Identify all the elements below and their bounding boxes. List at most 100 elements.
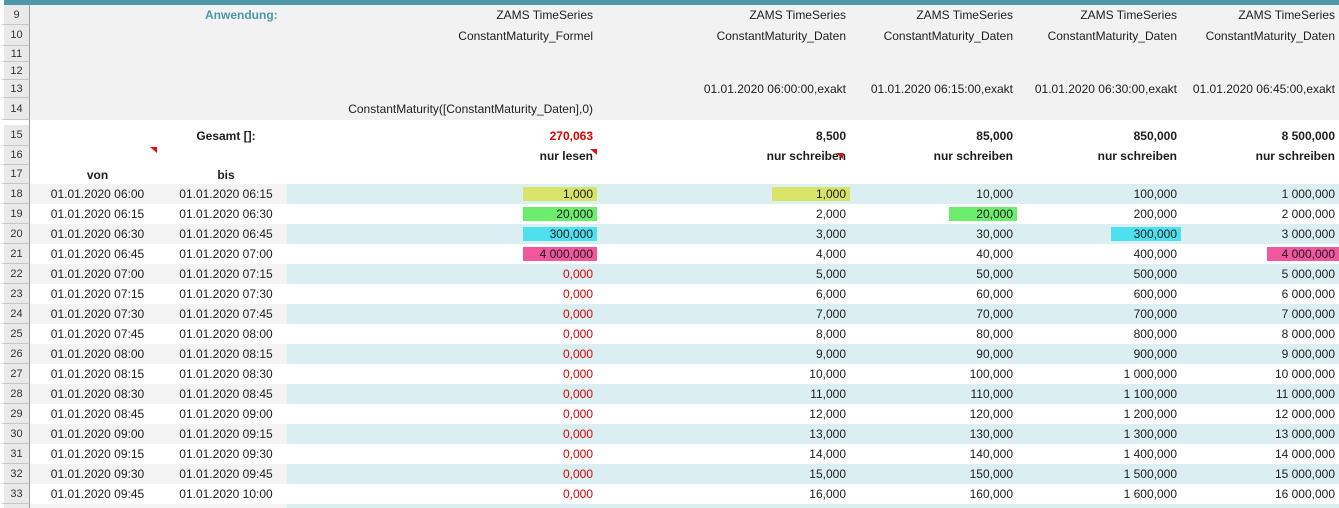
cell-empty[interactable] xyxy=(30,125,165,146)
row-number[interactable]: 33 xyxy=(0,484,30,504)
cell-empty[interactable] xyxy=(597,165,850,184)
cell-daten-0645[interactable]: 6 000,000 xyxy=(1181,284,1339,304)
cell-daten-0645[interactable]: 12 000,000 xyxy=(1181,404,1339,424)
cell-formel[interactable]: 1,000 xyxy=(287,184,597,204)
row-header-11[interactable]: 11 xyxy=(0,46,30,62)
cell-daten-0630[interactable]: 600,000 xyxy=(1017,284,1181,304)
cell-daten-0600[interactable]: 10,000 xyxy=(597,364,850,384)
cell-formel[interactable]: 0,000 xyxy=(287,284,597,304)
cell-empty[interactable] xyxy=(1017,98,1181,120)
cell-von[interactable]: 01.01.2020 06:00 xyxy=(30,184,165,204)
cell-empty[interactable] xyxy=(287,80,597,98)
cell-timestamp-d2[interactable]: 01.01.2020 06:15:00,exakt xyxy=(850,80,1017,98)
row-number[interactable]: 21 xyxy=(0,244,30,264)
cell-bis[interactable]: 01.01.2020 08:15 xyxy=(165,344,287,364)
cell-von[interactable]: 01.01.2020 07:00 xyxy=(30,264,165,284)
cell-empty[interactable] xyxy=(1181,165,1339,184)
cell-series-formel[interactable]: ConstantMaturity_Formel xyxy=(287,25,597,46)
row-header-17[interactable]: 17 xyxy=(0,165,30,184)
cell-bis[interactable]: 01.01.2020 09:15 xyxy=(165,424,287,444)
cell-formel[interactable]: 0,000 xyxy=(287,464,597,484)
cell-empty[interactable] xyxy=(850,98,1017,120)
cell-daten-0645[interactable]: 13 000,000 xyxy=(1181,424,1339,444)
cell-daten-0630[interactable]: 1 200,000 xyxy=(1017,404,1181,424)
cell-von[interactable]: 01.01.2020 06:45 xyxy=(50,247,145,261)
cell-empty[interactable] xyxy=(30,146,165,165)
cell-empty[interactable] xyxy=(30,46,165,62)
cell-von[interactable]: 01.01.2020 08:00 xyxy=(30,344,165,364)
von-label[interactable]: von xyxy=(86,167,109,182)
row-header-partial[interactable] xyxy=(0,504,30,508)
cell-timestamp-d1[interactable]: 01.01.2020 06:00:00,exakt xyxy=(597,80,850,98)
cell-formel[interactable]: 0,000 xyxy=(287,404,597,424)
cell-formel[interactable]: 0,000 xyxy=(287,384,597,404)
row-number[interactable]: 28 xyxy=(0,384,30,404)
bis-label[interactable]: bis xyxy=(217,167,235,182)
row-number[interactable]: 19 xyxy=(0,204,30,224)
cell-daten-0630[interactable]: 1 500,000 xyxy=(1017,464,1181,484)
cell-daten-0615[interactable]: 70,000 xyxy=(850,304,1017,324)
cell-empty[interactable] xyxy=(165,504,287,508)
cell-app-formel[interactable]: ZAMS TimeSeries xyxy=(287,5,597,25)
cell-bis[interactable]: 01.01.2020 07:45 xyxy=(165,304,287,324)
row-number[interactable]: 18 xyxy=(0,184,30,204)
cell-bis[interactable]: 01.01.2020 08:45 xyxy=(165,384,287,404)
row-number[interactable]: 26 xyxy=(0,344,30,364)
cell-formel[interactable]: 0,000 xyxy=(287,364,597,384)
cell-formel[interactable]: 0,000 xyxy=(287,304,597,324)
cell-empty[interactable] xyxy=(165,62,287,80)
cell-empty[interactable] xyxy=(30,25,165,46)
cell-app-d1[interactable]: ZAMS TimeSeries xyxy=(597,5,850,25)
row-number[interactable]: 20 xyxy=(0,224,30,244)
cell-total-d1[interactable]: 8,500 xyxy=(597,125,850,146)
cell-total-d2[interactable]: 85,000 xyxy=(850,125,1017,146)
row-number[interactable]: 31 xyxy=(0,444,30,464)
cell-daten-0645[interactable]: 8 000,000 xyxy=(1181,324,1339,344)
cell-daten-0630[interactable]: 500,000 xyxy=(1017,264,1181,284)
row-number[interactable]: 32 xyxy=(0,464,30,484)
cell-von[interactable]: 01.01.2020 06:30 xyxy=(30,224,165,244)
cell-bis[interactable]: 01.01.2020 08:00 xyxy=(179,327,273,341)
cell-formel[interactable]: 0,000 xyxy=(287,444,597,464)
cell-daten-0630[interactable]: 400,000 xyxy=(1017,244,1181,264)
row-number[interactable]: 27 xyxy=(0,364,30,384)
cell-daten-0630[interactable]: 200,000 xyxy=(1017,204,1181,224)
cell-daten-0645[interactable]: 2 000,000 xyxy=(1181,204,1339,224)
cell-daten-0645[interactable]: 3 000,000 xyxy=(1181,224,1339,244)
cell-bis[interactable]: 01.01.2020 07:00 xyxy=(179,247,273,261)
cell-empty[interactable] xyxy=(1181,504,1339,508)
cell-daten-0600[interactable]: 16,000 xyxy=(597,484,850,504)
cell-empty[interactable] xyxy=(1181,98,1339,120)
cell-bis[interactable]: 01.01.2020 08:30 xyxy=(179,367,273,381)
cell-bis[interactable]: 01.01.2020 10:00 xyxy=(179,487,273,501)
row-header-12[interactable]: 12 xyxy=(0,62,30,80)
cell-empty[interactable] xyxy=(597,46,850,62)
cell-empty[interactable] xyxy=(30,98,165,120)
cell-empty[interactable] xyxy=(1017,504,1181,508)
row-header-9[interactable]: 9 xyxy=(0,5,30,25)
cell-mode-formel[interactable]: nur lesen xyxy=(287,146,597,165)
cell-formel[interactable]: 300,000 xyxy=(287,224,597,244)
cell-empty[interactable] xyxy=(850,165,1017,184)
cell-von[interactable]: 01.01.2020 09:30 xyxy=(30,464,165,484)
cell-daten-0630[interactable]: 1 100,000 xyxy=(1017,384,1181,404)
cell-empty[interactable] xyxy=(850,62,1017,80)
cell-timestamp-d3[interactable]: 01.01.2020 06:30:00,exakt xyxy=(1017,80,1181,98)
cell-app-d3[interactable]: ZAMS TimeSeries xyxy=(1017,5,1181,25)
cell-total-d3[interactable]: 850,000 xyxy=(1017,125,1181,146)
cell-daten-0600[interactable]: 3,000 xyxy=(597,224,850,244)
cell-bis[interactable]: 01.01.2020 09:30 xyxy=(179,447,273,461)
cell-timestamp-d4[interactable]: 01.01.2020 06:45:00,exakt xyxy=(1181,80,1339,98)
cell-daten-0600[interactable]: 12,000 xyxy=(597,404,850,424)
cell-daten-0645[interactable]: 11 000,000 xyxy=(1181,384,1339,404)
cell-daten-0630[interactable]: 900,000 xyxy=(1017,344,1181,364)
cell-daten-0615[interactable]: 150,000 xyxy=(850,464,1017,484)
cell-empty[interactable] xyxy=(597,504,850,508)
row-header-14[interactable]: 14 xyxy=(0,98,30,120)
cell-daten-0645[interactable]: 5 000,000 xyxy=(1181,264,1339,284)
cell-daten-0645[interactable]: 16 000,000 xyxy=(1181,484,1339,504)
cell-empty[interactable] xyxy=(597,62,850,80)
cell-daten-0600[interactable]: 13,000 xyxy=(597,424,850,444)
cell-empty[interactable] xyxy=(850,46,1017,62)
cell-empty[interactable] xyxy=(165,80,287,98)
